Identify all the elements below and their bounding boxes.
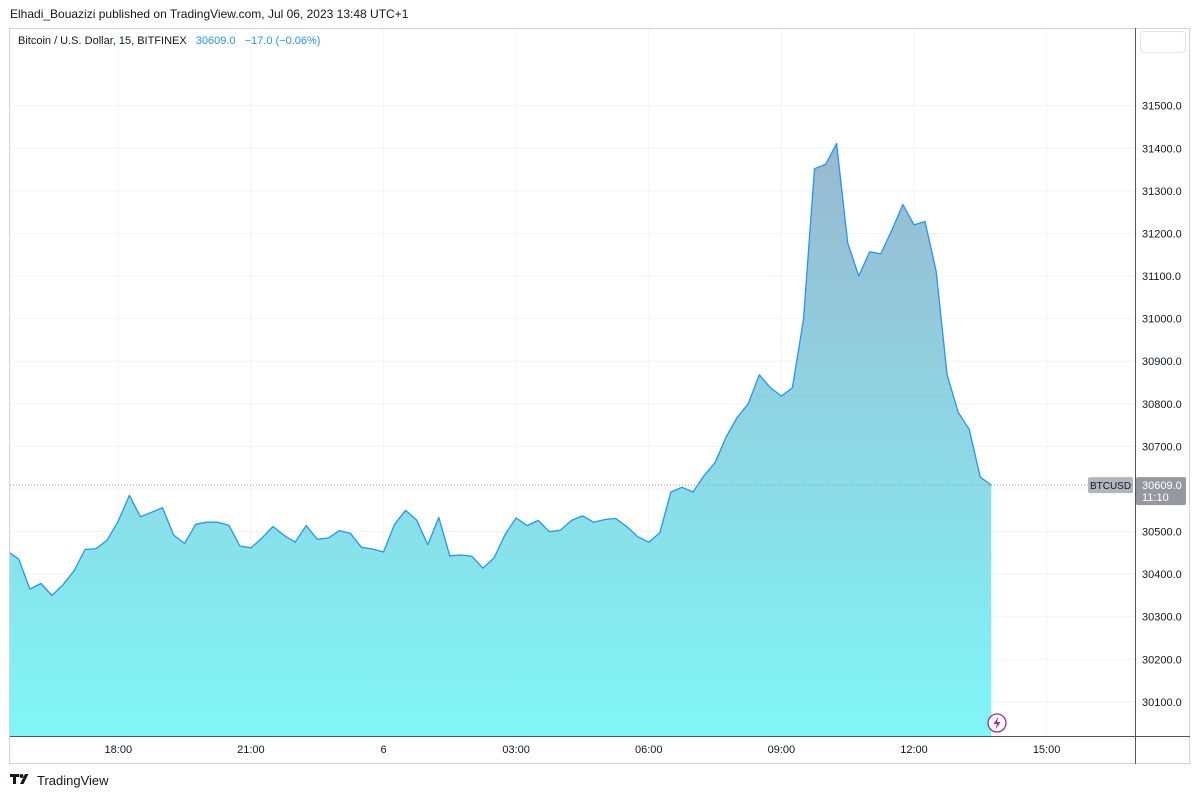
price-badge-countdown: 11:10 [1142, 492, 1169, 504]
price-line [9, 142, 992, 597]
price-badge-value: 30609.0 [1142, 480, 1182, 492]
y-tick-label: 30400.0 [1142, 569, 1182, 581]
price-badge [1136, 477, 1186, 506]
tradingview-brand: TradingView [37, 773, 109, 788]
x-tick-label: 09:00 [768, 744, 796, 756]
x-tick-label: 06:00 [635, 744, 663, 756]
y-tick-label: 31400.0 [1142, 143, 1182, 155]
publisher-line: Elhadi_Bouazizi published on TradingView… [10, 7, 409, 21]
tradingview-logo[interactable]: TradingView [10, 773, 109, 788]
ticker-badge [1088, 477, 1133, 494]
x-tick-label: 12:00 [900, 744, 928, 756]
y-tick-label: 31200.0 [1142, 228, 1182, 240]
price-scale-button[interactable] [1140, 31, 1186, 53]
x-tick-label: 18:00 [105, 744, 133, 756]
y-tick-label: 30300.0 [1142, 612, 1182, 624]
price-area-fill [10, 143, 992, 737]
chart-legend: Bitcoin / U.S. Dollar, 15, BITFINEX 3060… [18, 35, 320, 47]
y-tick-label: 30800.0 [1142, 399, 1182, 411]
chart-frame [9, 28, 1190, 764]
tradingview-icon [10, 773, 32, 788]
y-tick-label: 30200.0 [1142, 654, 1182, 666]
y-tick-label: 30700.0 [1142, 441, 1182, 453]
y-tick-label: 30900.0 [1142, 356, 1182, 368]
x-tick-label: 15:00 [1033, 744, 1061, 756]
x-tick-label: 03:00 [502, 744, 530, 756]
y-tick-label: 31000.0 [1142, 314, 1182, 326]
y-tick-label: 31500.0 [1142, 101, 1182, 113]
legend-symbol: Bitcoin / U.S. Dollar, 15, BITFINEX [18, 35, 187, 47]
legend-last-price: 30609.0 [195, 35, 236, 47]
lightning-bolt [993, 716, 1001, 730]
legend-change: −17.0 (−0.06%) [244, 35, 321, 47]
y-tick-label: 30500.0 [1142, 527, 1182, 539]
y-tick-label: 31100.0 [1142, 271, 1181, 283]
y-tick-label: 30100.0 [1142, 697, 1182, 709]
x-tick-label: 21:00 [237, 744, 265, 756]
ticker-badge-label: BTCUSD [1090, 481, 1131, 492]
y-tick-label: 31300.0 [1142, 186, 1182, 198]
x-tick-label: 6 [380, 744, 386, 756]
